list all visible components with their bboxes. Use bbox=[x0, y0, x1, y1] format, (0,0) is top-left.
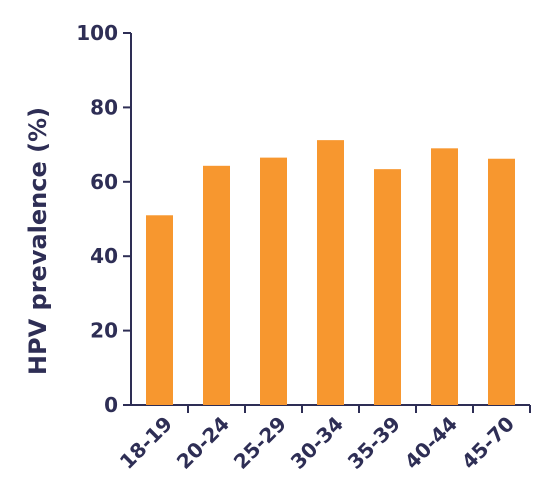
x-tick-label: 40-44 bbox=[400, 412, 462, 474]
bar-20-24 bbox=[203, 165, 230, 405]
bar-25-29 bbox=[260, 157, 287, 405]
y-tick-label: 60 bbox=[90, 170, 118, 194]
bar-45-70 bbox=[488, 158, 515, 405]
bars bbox=[146, 140, 515, 406]
y-tick-label: 100 bbox=[76, 21, 118, 45]
y-tick-label: 20 bbox=[90, 319, 118, 343]
bar-30-34 bbox=[317, 140, 344, 406]
bar-35-39 bbox=[374, 169, 401, 405]
y-tick-label: 80 bbox=[90, 95, 118, 119]
y-tick-label: 0 bbox=[104, 393, 118, 417]
bar-18-19 bbox=[146, 215, 173, 405]
y-axis: 0 20 40 60 80 100 bbox=[76, 21, 132, 417]
y-axis-title: HPV prevalence (%) bbox=[24, 107, 52, 375]
x-tick-label: 45-70 bbox=[457, 412, 519, 474]
x-tick-label: 30-34 bbox=[286, 412, 348, 474]
x-tick-label: 35-39 bbox=[343, 412, 405, 474]
bar-40-44 bbox=[431, 148, 458, 405]
x-tick-label: 20-24 bbox=[172, 412, 234, 474]
x-tick-label: 18-19 bbox=[115, 412, 177, 474]
y-tick-label: 40 bbox=[90, 244, 118, 268]
x-tick-label: 25-29 bbox=[229, 412, 291, 474]
